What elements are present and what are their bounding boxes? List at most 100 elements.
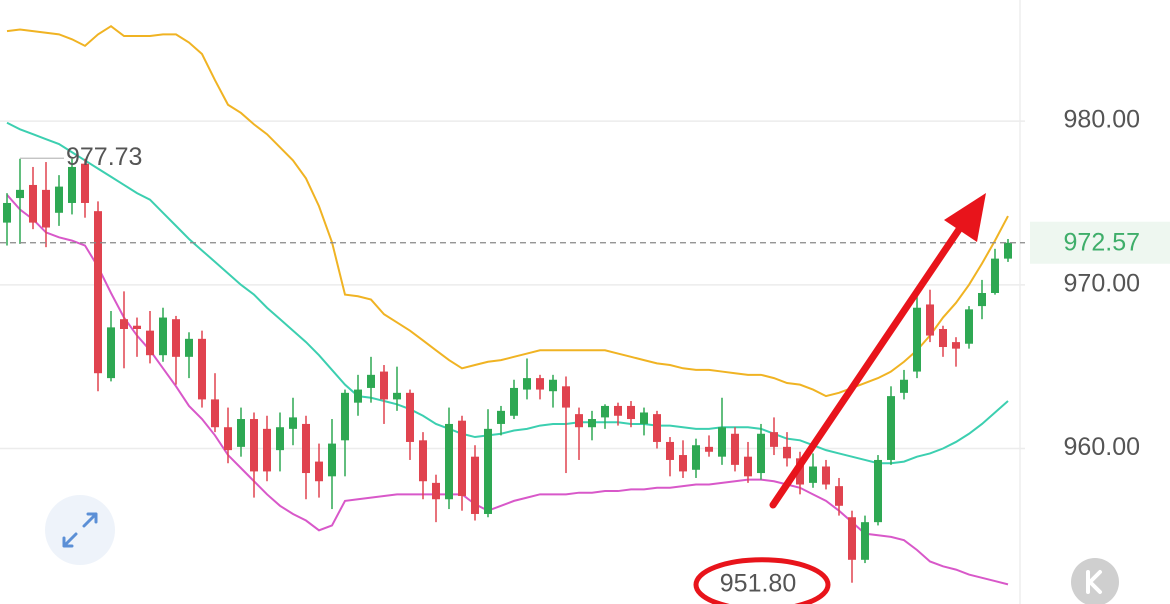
trend-arrow-head	[944, 193, 986, 242]
candle-body	[783, 446, 791, 459]
candle-body	[601, 405, 609, 418]
candle-body	[29, 184, 37, 223]
y-tick-label: 980.00	[1064, 106, 1140, 134]
candle-body	[42, 189, 50, 228]
y-tick-label: 960.00	[1064, 433, 1140, 461]
candle-body	[575, 414, 583, 428]
candle-body	[1004, 242, 1012, 259]
candle-body	[289, 417, 297, 429]
candle-body	[198, 338, 206, 400]
candle-body	[393, 392, 401, 400]
candle-body	[458, 420, 466, 496]
candle-body	[653, 414, 661, 442]
overlay: 972.57 977.73 951.80	[0, 143, 1170, 604]
candle-body	[523, 378, 531, 390]
candle-body	[952, 342, 960, 349]
candle-body	[614, 405, 622, 416]
candle-body	[172, 319, 180, 357]
candle-body	[471, 456, 479, 514]
expand-button[interactable]	[45, 495, 115, 565]
candle-body	[627, 405, 635, 420]
candle-body	[107, 327, 115, 379]
candle-body	[510, 387, 518, 416]
candle-body	[341, 392, 349, 441]
kline-button-bg[interactable]	[1071, 558, 1119, 604]
candle-body	[185, 338, 193, 357]
candles	[3, 158, 1012, 583]
last-price-label: 972.57	[1064, 228, 1140, 256]
candle-body	[939, 329, 947, 348]
grid: 960.00 970.00 980.00	[0, 106, 1140, 461]
band-line	[6, 121, 1009, 465]
candle-body	[159, 317, 167, 356]
kline-button[interactable]	[1071, 558, 1119, 604]
candle-body	[718, 427, 726, 457]
candle-body	[770, 432, 778, 447]
candle-body	[744, 456, 752, 477]
band-line	[6, 194, 1009, 586]
low-label: 951.80	[720, 569, 796, 597]
candle-body	[133, 325, 141, 330]
bands	[6, 24, 1009, 586]
candle-body	[757, 433, 765, 474]
candle-body	[55, 186, 63, 213]
candle-body	[835, 486, 843, 506]
candle-body	[445, 423, 453, 500]
candle-body	[692, 445, 700, 470]
candle-body	[250, 419, 258, 472]
candle-body	[731, 433, 739, 465]
high-label: 977.73	[66, 143, 142, 171]
candle-body	[3, 202, 11, 223]
candle-body	[419, 440, 427, 482]
candle-body	[900, 379, 908, 393]
candle-body	[263, 428, 271, 472]
candle-body	[315, 461, 323, 482]
candle-body	[809, 466, 817, 483]
candle-body	[302, 423, 310, 474]
candle-body	[640, 412, 648, 424]
candle-body	[81, 163, 89, 203]
candle-body	[68, 166, 76, 203]
candle-body	[94, 211, 102, 374]
candle-body	[237, 419, 245, 447]
candle-body	[224, 427, 232, 451]
candle-body	[588, 419, 596, 428]
candle-body	[796, 458, 804, 485]
low-highlight	[693, 557, 831, 604]
expand-icon[interactable]	[62, 512, 98, 548]
candle-body	[926, 304, 934, 336]
candle-body	[120, 319, 128, 330]
candle-body	[822, 466, 830, 485]
expand-button-bg[interactable]	[45, 495, 115, 565]
candle-body	[874, 459, 882, 523]
candle-body	[367, 374, 375, 388]
candle-body	[978, 292, 986, 307]
candle-body	[146, 330, 154, 356]
trend-arrow-shaft	[769, 221, 966, 509]
candle-body	[211, 399, 219, 428]
candle-body	[965, 309, 973, 344]
last-price-bg	[1030, 221, 1170, 264]
candle-body	[484, 428, 492, 514]
candle-body	[887, 396, 895, 460]
candle-body	[16, 189, 24, 199]
y-tick-label: 970.00	[1064, 269, 1140, 297]
candle-body	[432, 482, 440, 500]
candle-body	[861, 522, 869, 560]
candle-body	[562, 386, 570, 408]
candle-body	[666, 441, 674, 460]
candle-body	[406, 392, 414, 442]
candle-body	[328, 443, 336, 477]
candle-body	[705, 446, 713, 452]
candle-body	[913, 307, 921, 372]
candle-body	[679, 455, 687, 472]
candle-body	[848, 517, 856, 560]
candle-body	[354, 389, 362, 403]
candle-body	[549, 379, 557, 392]
candle-body	[276, 427, 284, 451]
candle-body	[991, 258, 999, 293]
kline-icon[interactable]	[1086, 570, 1102, 594]
candle-body	[380, 371, 388, 400]
